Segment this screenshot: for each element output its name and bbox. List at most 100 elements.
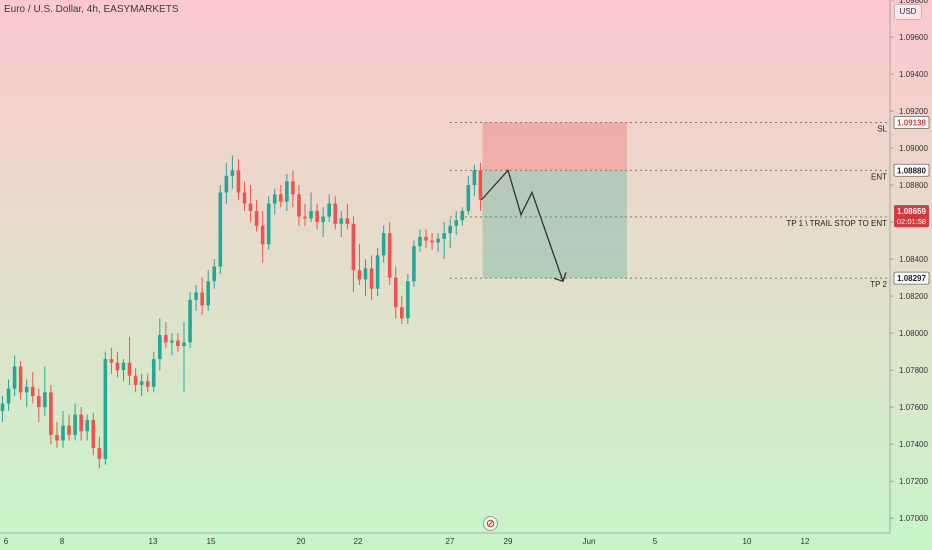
candle-body [158,334,162,360]
candle-body [97,447,102,459]
candle-body [418,236,422,247]
time-tick-label: 27 [446,537,455,546]
time-tick-label: 6 [4,537,9,546]
candle-body [200,292,204,306]
level-label: TP 1 \ TRAIL STOP TO ENT [786,219,887,228]
candle [139,373,144,397]
candle-body [381,233,386,256]
candle-body [272,194,277,204]
candlestick-series [0,155,483,469]
candle [67,414,71,441]
price-tick-label: 1.09400 [899,70,928,79]
candle-body [345,218,350,224]
candle-body [230,170,235,176]
goto-realtime-icon[interactable] [483,516,498,531]
level-label: SL [877,125,887,134]
price-tick-label: 1.08000 [899,329,928,338]
candle-body [363,268,368,280]
candle-body [188,299,192,343]
candle-body [224,175,229,193]
candle [309,192,313,223]
candle-body [133,375,138,385]
candle [121,359,126,382]
candle [339,210,344,237]
candle-body [127,362,132,376]
price-tick-label: 1.07000 [899,514,928,523]
candle [236,159,241,200]
time-tick-label: 5 [653,537,658,546]
candle-body [400,307,404,319]
currency-button[interactable]: USD [894,4,922,20]
stop-loss-zone [482,122,627,171]
candle-body [24,386,29,393]
candle [37,388,41,422]
candle-body [109,359,114,363]
candle [224,162,229,204]
candle-body [145,381,150,387]
candle [400,296,404,324]
candle-body [375,255,380,289]
candle-body [176,340,180,347]
candle [369,255,374,300]
candle-body [121,362,126,371]
candle-body [55,434,59,441]
time-tick-label: 20 [297,537,306,546]
candle [418,229,422,252]
candle-body [430,240,434,243]
candle-body [424,236,428,241]
candle [242,181,247,211]
candle-body [266,203,271,245]
candle [151,351,156,393]
candle [327,194,331,223]
candle [333,196,338,230]
candle [254,199,259,232]
candle-body [339,218,344,224]
countdown-text: 02:01:58 [897,217,926,226]
time-tick-label: 8 [60,537,65,546]
candle [291,170,295,208]
candle [266,196,271,250]
candle [321,207,325,237]
candle-body [49,392,53,435]
symbol-title[interactable]: Euro / U.S. Dollar, 4h, EASYMARKETS [4,4,179,15]
candle-body [6,388,11,404]
candle-body [30,386,35,397]
candle-body [442,233,446,239]
candle [248,185,253,223]
candle-body [0,403,5,411]
candle [351,216,356,293]
current-price-text: 1.08659 [897,207,926,216]
price-tick-label: 1.08200 [899,292,928,301]
candle-body [460,210,465,221]
candle [466,175,471,215]
candle [182,322,186,393]
candle-body [164,334,168,343]
ent-price-tag-text: 1.08880 [897,166,926,175]
candle [272,188,277,215]
time-tick-label: 22 [354,537,363,546]
candle [212,259,217,289]
time-axis[interactable]: 6 8 13 15 20 22 27 29 Jun 5 10 12 [4,537,810,546]
candle-body [91,420,96,448]
candle [109,347,114,374]
trade-levels: SL ENT TP 1 \ TRAIL STOP TO ENT TP 2 [450,122,890,289]
candle-body [170,340,174,343]
candle-body [254,210,259,226]
candle [448,218,452,248]
candle [97,436,102,469]
candle [412,240,416,287]
candle [127,336,132,385]
time-tick-label: 10 [743,537,752,546]
candle-body [236,170,241,193]
price-tick-label: 1.08400 [899,255,928,264]
candle-body [297,194,301,217]
time-tick-label: 15 [207,537,216,546]
candle [406,273,410,324]
ent-price-tag-box [893,163,930,177]
price-tick-label: 1.07600 [899,403,928,412]
candle-body [103,359,108,459]
